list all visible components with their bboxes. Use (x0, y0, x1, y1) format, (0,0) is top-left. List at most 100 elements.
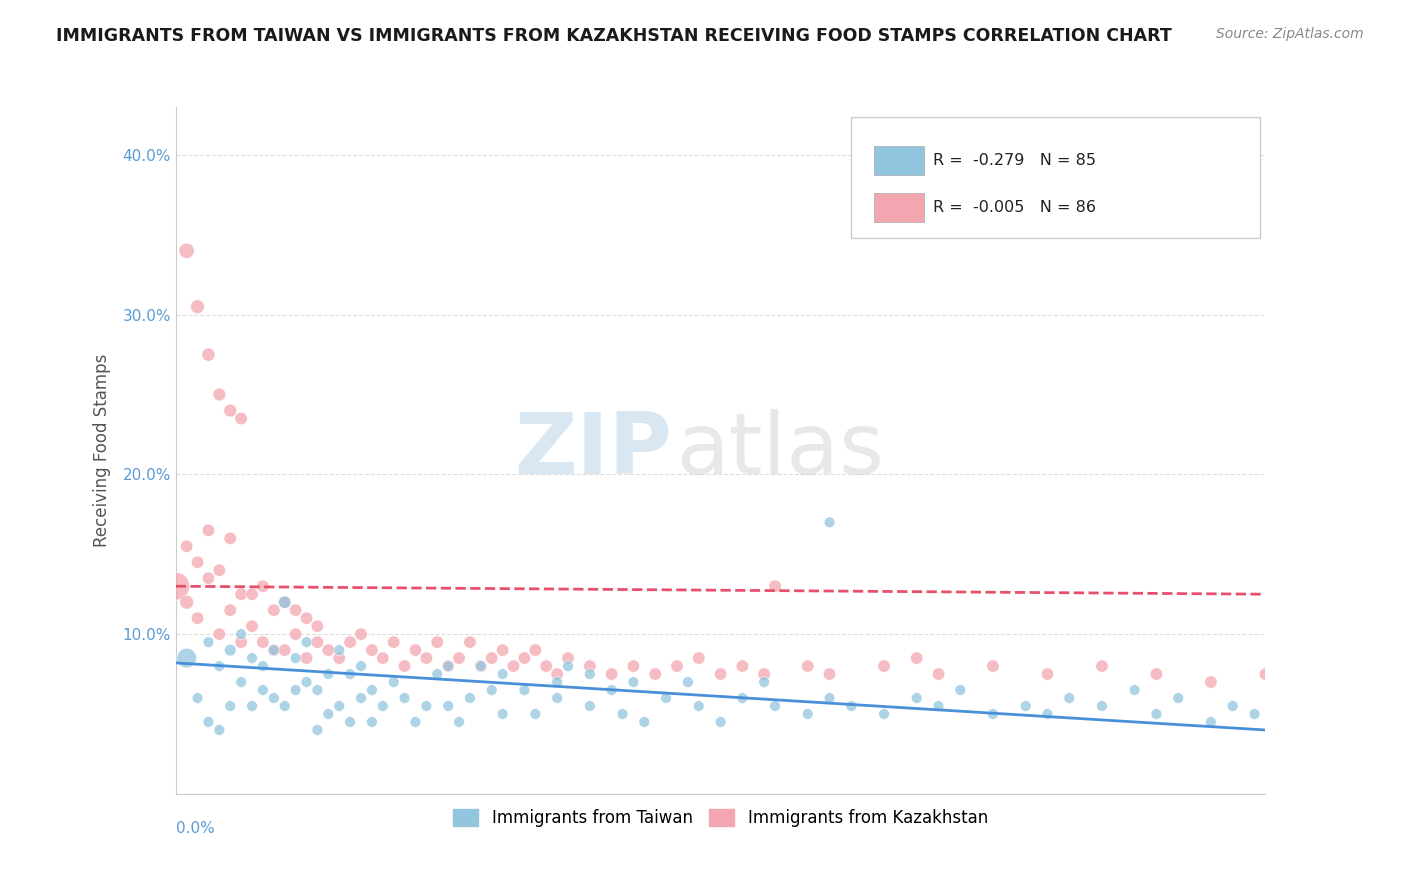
Point (176, 539, 198, 553)
Point (382, 635, 405, 649)
Point (534, 659, 557, 673)
Point (731, 691, 754, 706)
Point (710, 667, 733, 681)
Point (405, 714, 427, 729)
Point (981, 659, 1004, 673)
Point (621, 675, 644, 690)
Point (437, 659, 460, 673)
Point (208, 723, 231, 737)
Point (274, 595, 297, 609)
Point (1015, 699, 1038, 714)
Point (263, 643, 285, 657)
Point (240, 651, 263, 665)
Point (470, 659, 492, 673)
Point (176, 651, 198, 665)
Point (1222, 699, 1244, 714)
Point (1144, 706, 1167, 721)
Point (763, 579, 786, 593)
Point (208, 387, 231, 401)
Point (481, 683, 503, 698)
Point (797, 706, 820, 721)
Point (371, 699, 394, 714)
Point (318, 667, 340, 681)
Point (928, 667, 950, 681)
Point (219, 531, 242, 545)
Point (219, 603, 242, 617)
Point (797, 659, 820, 673)
Point (360, 714, 382, 729)
Point (176, 595, 198, 609)
Point (492, 667, 515, 681)
Point (644, 667, 666, 681)
Point (219, 699, 242, 714)
Point (557, 659, 579, 673)
Point (524, 706, 547, 721)
Point (197, 524, 219, 538)
Point (546, 691, 568, 706)
Point (186, 611, 209, 625)
Point (1199, 714, 1222, 729)
Point (818, 516, 841, 530)
Point (426, 635, 449, 649)
Point (252, 579, 274, 593)
Point (1057, 691, 1080, 706)
Point (1091, 699, 1114, 714)
Text: Source: ZipAtlas.com: Source: ZipAtlas.com (1216, 27, 1364, 41)
Point (905, 691, 928, 706)
Point (339, 667, 361, 681)
Point (666, 659, 689, 673)
Point (176, 244, 198, 258)
Point (382, 675, 405, 690)
Point (339, 714, 361, 729)
Point (513, 651, 536, 665)
Point (208, 659, 231, 673)
Point (263, 691, 285, 706)
Text: atlas: atlas (678, 409, 884, 492)
Point (307, 619, 329, 633)
Point (437, 659, 460, 673)
FancyBboxPatch shape (852, 118, 1260, 237)
Point (458, 635, 481, 649)
Point (633, 714, 655, 729)
Point (1167, 691, 1189, 706)
Point (165, 579, 187, 593)
Point (415, 651, 437, 665)
Point (447, 714, 470, 729)
Point (252, 683, 274, 698)
Point (231, 675, 253, 690)
Point (295, 635, 318, 649)
Point (841, 699, 863, 714)
Point (350, 691, 373, 706)
Point (1364, 667, 1386, 681)
Point (426, 667, 449, 681)
Point (274, 595, 297, 609)
Point (231, 411, 253, 425)
Point (328, 643, 350, 657)
Y-axis label: Receiving Food Stamps: Receiving Food Stamps (93, 354, 111, 547)
Text: ZIP: ZIP (513, 409, 672, 492)
Point (263, 603, 285, 617)
Point (492, 706, 515, 721)
Point (437, 699, 460, 714)
Point (284, 683, 307, 698)
Point (208, 627, 231, 641)
Point (1254, 667, 1277, 681)
Point (579, 699, 602, 714)
Point (197, 714, 219, 729)
Point (1036, 706, 1059, 721)
Point (295, 651, 318, 665)
Point (1144, 667, 1167, 681)
Point (546, 667, 568, 681)
Point (240, 699, 263, 714)
Point (557, 651, 579, 665)
Point (328, 651, 350, 665)
Point (513, 683, 536, 698)
Point (284, 651, 307, 665)
Point (949, 683, 972, 698)
Point (231, 627, 253, 641)
Point (1309, 659, 1331, 673)
Point (371, 651, 394, 665)
Point (240, 587, 263, 601)
Point (350, 627, 373, 641)
Point (818, 667, 841, 681)
